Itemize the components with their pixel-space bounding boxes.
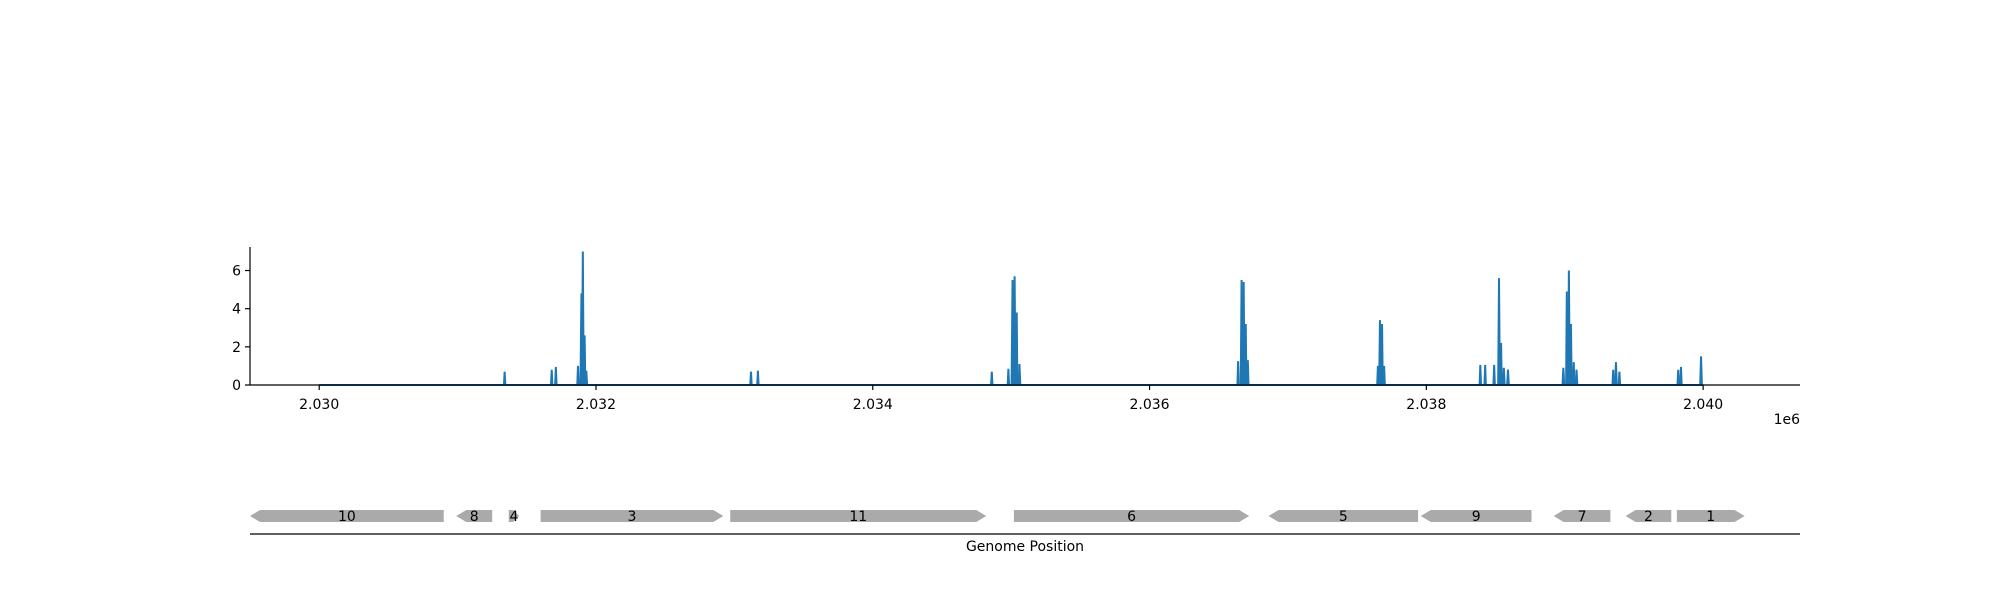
gene-feature-arrow <box>540 510 724 522</box>
coverage-peak <box>1614 362 1618 386</box>
coverage-peak <box>1236 361 1240 386</box>
coverage-peak <box>1574 369 1579 386</box>
gene-track-x-axis-label: Genome Position <box>966 539 1084 555</box>
y-tick-label: 0 <box>232 378 241 394</box>
coverage-peak <box>1617 371 1622 386</box>
coverage-peak <box>1502 367 1506 386</box>
gene-feature-label: 1 <box>1706 509 1715 525</box>
coverage-peak <box>582 335 587 386</box>
coverage-peak <box>1483 364 1487 386</box>
coverage-peak <box>756 370 760 386</box>
coverage-peak <box>584 370 589 386</box>
gene-track: 10 8 4 3 11 6 5 9 7 2 1 Genome Position <box>250 509 1800 555</box>
coverage-peak <box>1611 369 1615 386</box>
coverage-peak <box>502 371 507 386</box>
gene-feature-arrow <box>250 510 444 522</box>
coverage-peak <box>1699 356 1703 386</box>
gene-feature-arrow <box>730 510 987 522</box>
x-tick-label: 2.036 <box>1130 397 1170 413</box>
x-axis-offset-text: 1e6 <box>1774 412 1801 428</box>
coverage-peak <box>1478 364 1482 386</box>
gene-feature-label: 11 <box>849 509 867 525</box>
y-tick-label: 4 <box>232 302 241 318</box>
gene-feature-label: 8 <box>470 509 479 525</box>
gene-feature-label: 10 <box>338 509 356 525</box>
gene-feature-label: 2 <box>1644 509 1653 525</box>
coverage-peak <box>1017 363 1022 386</box>
y-tick-label: 2 <box>232 340 241 356</box>
coverage-peak <box>1246 360 1250 386</box>
coverage-peak <box>1572 362 1576 386</box>
x-tick-label: 2.032 <box>576 397 616 413</box>
coverage-series <box>319 251 1704 386</box>
coverage-peak <box>1382 365 1386 386</box>
coverage-peak <box>1492 364 1496 386</box>
x-tick-label: 2.038 <box>1406 397 1446 413</box>
coverage-peak <box>1380 323 1384 386</box>
gene-feature-label: 3 <box>628 509 637 525</box>
coverage-peak <box>1676 369 1680 386</box>
gene-feature-arrow <box>508 510 520 522</box>
coverage-peak <box>1567 270 1571 386</box>
gene-feature-arrow <box>1013 510 1250 522</box>
coverage-peak <box>1679 366 1683 386</box>
x-tick-label: 2.034 <box>853 397 893 413</box>
coverage-peak <box>749 371 753 386</box>
gene-feature-label: 4 <box>510 509 519 525</box>
gene-feature-label: 6 <box>1127 509 1136 525</box>
coverage-peak <box>1499 343 1503 386</box>
y-tick-label: 6 <box>232 264 241 280</box>
gene-feature-arrow <box>1268 510 1419 522</box>
x-tick-label: 2.030 <box>299 397 339 413</box>
gene-feature-label: 5 <box>1339 509 1348 525</box>
coverage-peak <box>550 369 554 386</box>
coverage-y-ticks: 0 2 4 6 <box>232 264 250 394</box>
coverage-peak <box>1561 367 1566 386</box>
coverage-peak <box>1015 312 1019 386</box>
gene-feature-arrow <box>1420 510 1532 522</box>
coverage-plot: 0 2 4 6 2.030 2.032 2.034 2.036 2.038 2.040 1e6 <box>232 247 1800 428</box>
gene-feature-label: 9 <box>1472 509 1481 525</box>
coverage-x-ticks: 2.030 2.032 2.034 2.036 2.038 2.040 <box>299 385 1723 413</box>
coverage-peak <box>1565 291 1569 386</box>
coverage-peak <box>1569 323 1573 386</box>
coverage-peak <box>576 365 580 386</box>
gene-feature-arrow <box>1553 510 1611 522</box>
gene-feature-arrow <box>1676 510 1745 522</box>
gene-features: 10 8 4 3 11 6 5 9 7 2 1 <box>250 509 1745 525</box>
coverage-peak <box>554 366 558 386</box>
coverage-peak <box>1012 276 1017 386</box>
coverage-peak <box>1378 320 1382 386</box>
gene-feature-label: 7 <box>1578 509 1587 525</box>
coverage-peak <box>1241 281 1246 386</box>
coverage-peak <box>1244 323 1248 386</box>
x-tick-label: 2.040 <box>1683 397 1723 413</box>
coverage-peak <box>1506 369 1510 386</box>
coverage-peak <box>1497 278 1501 386</box>
gene-feature-arrow <box>456 510 493 522</box>
coverage-peak <box>581 251 585 386</box>
gene-feature-arrow <box>1625 510 1672 522</box>
coverage-peak <box>1006 368 1011 386</box>
coverage-peak <box>990 371 994 386</box>
